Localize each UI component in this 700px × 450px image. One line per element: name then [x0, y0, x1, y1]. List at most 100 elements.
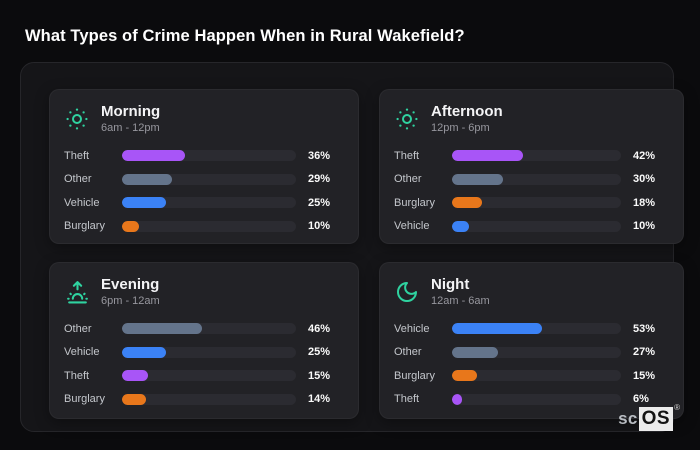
- percent-value: 18%: [633, 196, 656, 209]
- category-label: Theft: [394, 149, 420, 162]
- sun-icon: [64, 106, 90, 132]
- category-label: Other: [64, 322, 92, 335]
- percent-value: 15%: [633, 369, 656, 382]
- bar-row: Burglary 18%: [394, 197, 669, 209]
- bar-fill: [452, 323, 542, 335]
- bar-track: [452, 150, 621, 162]
- panel-header: Afternoon 12pm - 6pm: [394, 103, 669, 135]
- category-label: Vehicle: [64, 196, 100, 209]
- bar-chart: Theft 36% Other 29% Vehicle: [64, 150, 344, 233]
- bar-row: Other 29%: [64, 173, 344, 185]
- bar-row: Vehicle 25%: [64, 197, 344, 209]
- bar-fill: [122, 150, 185, 162]
- percent-value: 27%: [633, 346, 656, 359]
- percent-value: 10%: [633, 220, 656, 233]
- percent-value: 25%: [308, 346, 331, 359]
- category-label: Burglary: [394, 369, 435, 382]
- bar-track: [452, 220, 621, 232]
- category-label: Other: [394, 346, 422, 359]
- panel-header: Evening 6pm - 12am: [64, 276, 344, 308]
- percent-value: 36%: [308, 149, 331, 162]
- sunrise-icon: [64, 279, 90, 305]
- bar-chart: Theft 42% Other 30% Burglary: [394, 150, 669, 233]
- bar-row: Theft 6%: [394, 393, 669, 405]
- bar-fill: [122, 220, 140, 232]
- panel-header: Night 12am - 6am: [394, 276, 669, 308]
- bar-track: [122, 173, 296, 185]
- bar-track: [122, 393, 296, 405]
- panel-morning: Morning 6am - 12pm Theft 36% Other: [49, 89, 359, 244]
- percent-value: 30%: [633, 173, 656, 186]
- category-label: Burglary: [64, 220, 105, 233]
- bar-fill: [452, 220, 469, 232]
- panel-title: Morning: [101, 103, 161, 120]
- page-title: What Types of Crime Happen When in Rural…: [25, 27, 465, 45]
- bar-row: Vehicle 25%: [64, 346, 344, 358]
- brand-prefix: sc: [618, 409, 638, 428]
- bar-row: Theft 36%: [64, 150, 344, 162]
- bar-fill: [122, 346, 166, 358]
- panel-afternoon: Afternoon 12pm - 6pm Theft 42% Other: [379, 89, 684, 244]
- bar-row: Other 46%: [64, 323, 344, 335]
- bar-fill: [122, 393, 147, 405]
- bar-track: [122, 370, 296, 382]
- sun-icon: [394, 106, 420, 132]
- category-label: Vehicle: [64, 346, 100, 359]
- bar-track: [452, 393, 621, 405]
- bar-row: Theft 42%: [394, 150, 669, 162]
- bar-chart: Vehicle 53% Other 27% Burglary: [394, 323, 669, 406]
- percent-value: 53%: [633, 322, 656, 335]
- percent-value: 29%: [308, 173, 331, 186]
- bar-track: [452, 370, 621, 382]
- panel-time-range: 12am - 6am: [431, 294, 490, 307]
- percent-value: 15%: [308, 369, 331, 382]
- bar-fill: [122, 173, 173, 185]
- panel-time-range: 12pm - 6pm: [431, 121, 490, 134]
- bar-track: [452, 346, 621, 358]
- panel-title: Afternoon: [431, 103, 503, 120]
- bar-fill: [122, 323, 203, 335]
- bar-chart: Other 46% Vehicle 25% Theft: [64, 323, 344, 406]
- percent-value: 14%: [308, 393, 331, 406]
- bar-fill: [452, 346, 498, 358]
- category-label: Theft: [64, 149, 90, 162]
- bar-track: [122, 220, 296, 232]
- percent-value: 10%: [308, 220, 331, 233]
- category-label: Other: [394, 173, 422, 186]
- category-label: Burglary: [64, 393, 105, 406]
- bar-fill: [452, 370, 478, 382]
- bar-track: [122, 197, 296, 209]
- panel-title: Evening: [101, 276, 160, 293]
- dashboard-board: Morning 6am - 12pm Theft 36% Other: [20, 62, 684, 432]
- bar-track: [122, 323, 296, 335]
- bar-fill: [122, 370, 149, 382]
- panel-title: Night: [431, 276, 470, 293]
- bar-fill: [452, 150, 523, 162]
- bar-row: Other 30%: [394, 173, 669, 185]
- bar-fill: [122, 197, 166, 209]
- percent-value: 42%: [633, 149, 656, 162]
- panel-time-range: 6pm - 12am: [101, 294, 160, 307]
- registered-mark: ®: [674, 403, 680, 412]
- percent-value: 25%: [308, 196, 331, 209]
- bar-track: [122, 150, 296, 162]
- brand-suffix-badge: OS: [638, 407, 674, 431]
- bar-row: Burglary 15%: [394, 370, 669, 382]
- category-label: Burglary: [394, 196, 435, 209]
- bar-track: [122, 346, 296, 358]
- bar-track: [452, 197, 621, 209]
- moon-icon: [394, 279, 420, 305]
- category-label: Vehicle: [394, 322, 430, 335]
- panel-header: Morning 6am - 12pm: [64, 103, 344, 135]
- category-label: Other: [64, 173, 92, 186]
- bar-row: Theft 15%: [64, 370, 344, 382]
- brand-logo: sc OS ®: [618, 403, 680, 431]
- bar-row: Vehicle 10%: [394, 220, 669, 232]
- panel-time-range: 6am - 12pm: [101, 121, 160, 134]
- percent-value: 46%: [308, 322, 331, 335]
- bar-row: Other 27%: [394, 346, 669, 358]
- bar-fill: [452, 393, 463, 405]
- percent-value: 6%: [633, 393, 649, 406]
- bar-row: Vehicle 53%: [394, 323, 669, 335]
